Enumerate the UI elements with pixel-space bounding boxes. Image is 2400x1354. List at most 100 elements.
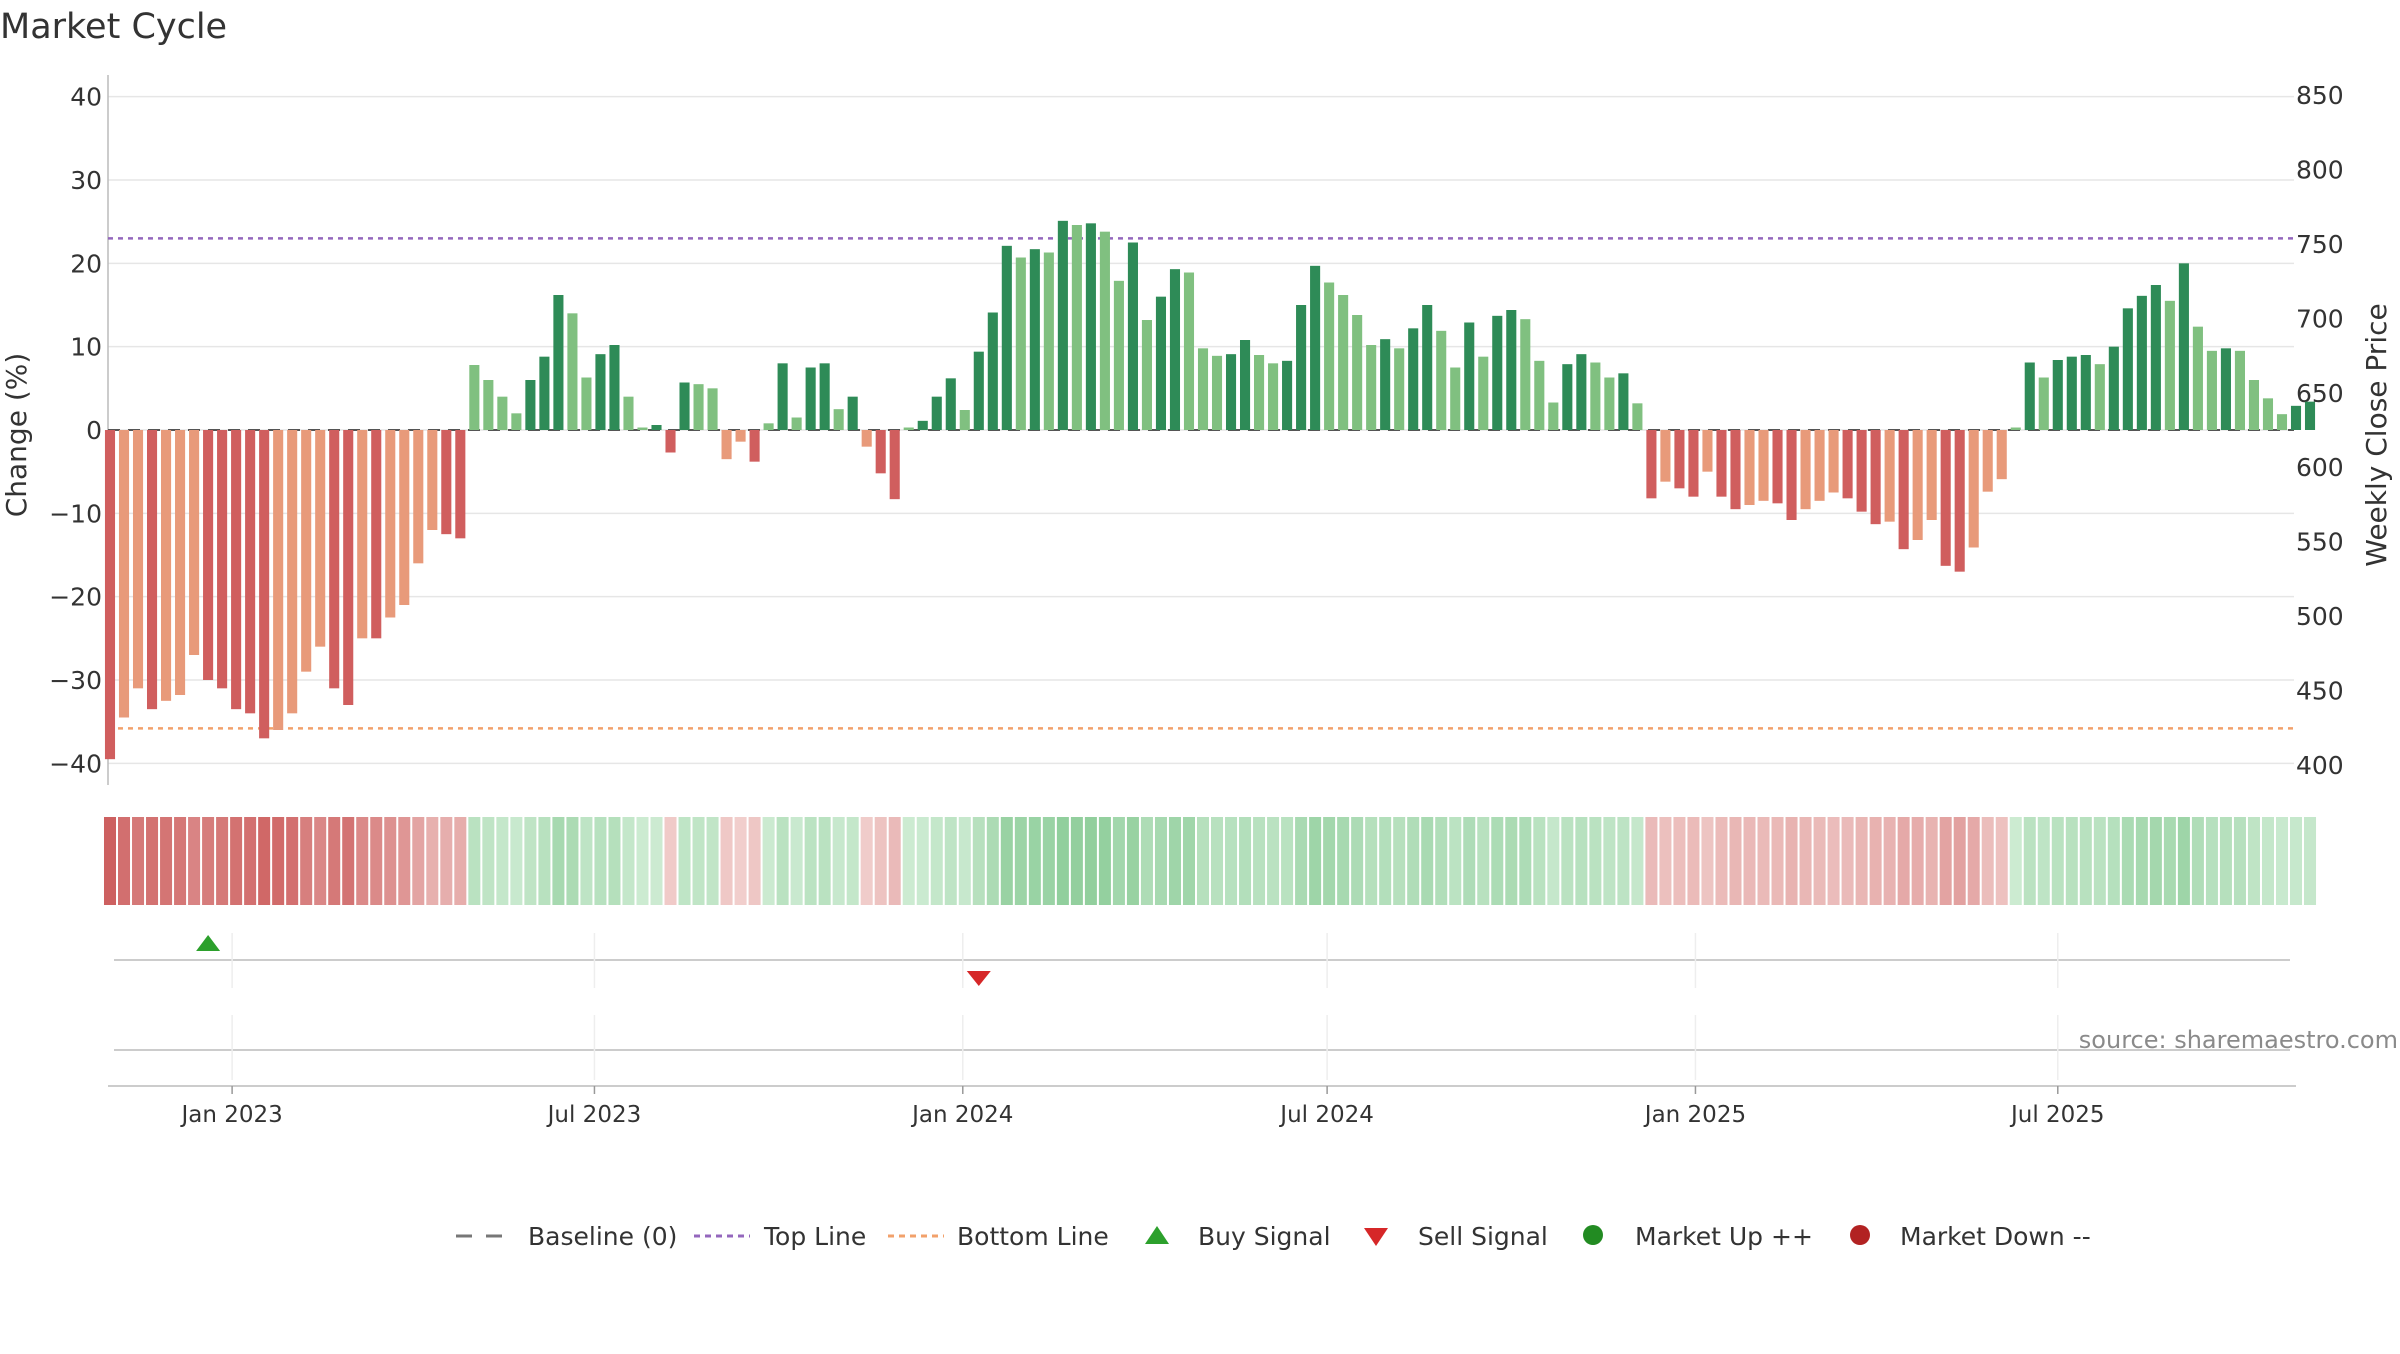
bar — [791, 417, 802, 430]
bar — [483, 380, 494, 430]
heat-cell — [860, 817, 873, 905]
bar — [637, 427, 648, 430]
heat-cell — [2275, 817, 2288, 905]
bar — [1800, 430, 1811, 510]
bar — [693, 384, 704, 430]
heat-cell — [916, 817, 929, 905]
heat-cell — [2233, 817, 2246, 905]
bar — [1225, 354, 1237, 430]
bar — [1632, 403, 1643, 430]
bar — [1940, 430, 1951, 566]
heat-cell — [2247, 817, 2260, 905]
bar — [861, 430, 872, 447]
heat-cell — [1028, 817, 1041, 905]
bar — [1282, 360, 1293, 430]
bar — [2192, 326, 2203, 430]
heat-cell — [2121, 817, 2134, 905]
heat-cell — [1617, 817, 1630, 905]
y-tick-label: −30 — [49, 666, 102, 695]
heat-cell — [356, 817, 369, 905]
bar — [1155, 296, 1167, 430]
bar — [2010, 427, 2021, 430]
bar — [1085, 223, 1096, 430]
bar — [525, 380, 536, 430]
heat-cell — [524, 817, 537, 905]
x-tick-label: Jul 2025 — [2009, 1102, 2105, 1128]
bar — [1996, 430, 2007, 480]
bar — [651, 425, 662, 430]
heat-cell — [1519, 817, 1532, 905]
bar — [1001, 245, 1012, 430]
bar — [189, 430, 200, 655]
bar — [679, 382, 690, 430]
bar — [1828, 430, 1839, 493]
bar — [665, 430, 676, 453]
heat-cell — [2065, 817, 2078, 905]
bar — [2094, 364, 2105, 430]
heat-cell — [1799, 817, 1812, 905]
heat-cell — [1182, 817, 1195, 905]
legend: Baseline (0) Top Line Bottom Line Buy Signa… — [456, 1222, 2091, 1251]
y2-tick-label: 450 — [2296, 677, 2344, 706]
bar — [2038, 377, 2049, 430]
legend-label: Baseline (0) — [528, 1222, 677, 1251]
bar — [231, 430, 242, 710]
heat-cell — [1883, 817, 1896, 905]
bar — [1324, 282, 1335, 430]
legend-label: Bottom Line — [957, 1222, 1109, 1251]
heat-cell — [1477, 817, 1490, 905]
heat-cell — [734, 817, 747, 905]
bar — [1870, 430, 1881, 525]
heat-cell — [1281, 817, 1294, 905]
x-tick-label: Jul 2024 — [1278, 1102, 1374, 1128]
heat-cell — [230, 817, 243, 905]
bar — [1814, 430, 1825, 501]
heat-cell — [902, 817, 915, 905]
heat-cell — [1841, 817, 1854, 905]
heat-cell — [468, 817, 481, 905]
heat-cell — [300, 817, 313, 905]
heat-cell — [146, 817, 159, 905]
bar — [1422, 305, 1433, 430]
bar — [1015, 257, 1026, 430]
bar — [609, 345, 620, 430]
bar — [399, 430, 410, 605]
legend-circle-icon — [1850, 1225, 1870, 1245]
heat-cell — [1435, 817, 1448, 905]
bar — [2122, 308, 2133, 430]
sell-signal-marker — [966, 971, 991, 986]
y2-tick-label: 600 — [2296, 453, 2344, 482]
heat-cell — [1533, 817, 1546, 905]
heat-cell — [510, 817, 523, 905]
heat-cell — [2177, 817, 2190, 905]
bar — [1590, 362, 1601, 430]
heat-cell — [1211, 817, 1224, 905]
bar — [1141, 320, 1152, 430]
bar — [2024, 362, 2035, 430]
heat-cell — [2261, 817, 2274, 905]
y2-tick-label: 550 — [2296, 528, 2344, 557]
bar — [1099, 231, 1110, 430]
bar — [104, 430, 116, 760]
y2-tick-label: 400 — [2296, 751, 2344, 780]
heat-cell — [636, 817, 649, 905]
heat-cell — [1743, 817, 1756, 905]
heat-cell — [1659, 817, 1672, 905]
bar — [2234, 350, 2245, 430]
bar — [1982, 430, 1993, 492]
bar — [1254, 355, 1265, 430]
heat-cell — [1351, 817, 1364, 905]
bar — [735, 430, 746, 442]
bar — [1043, 252, 1054, 430]
bar — [413, 430, 424, 564]
heat-cell — [2219, 817, 2232, 905]
heat-cell — [1365, 817, 1378, 905]
bar — [917, 420, 928, 430]
y-axis-label: Change (%) — [0, 353, 33, 518]
bar — [329, 430, 340, 689]
y-tick-label: 40 — [70, 83, 102, 112]
bar — [973, 351, 984, 430]
bar — [441, 430, 452, 535]
heat-cell — [1112, 817, 1125, 905]
